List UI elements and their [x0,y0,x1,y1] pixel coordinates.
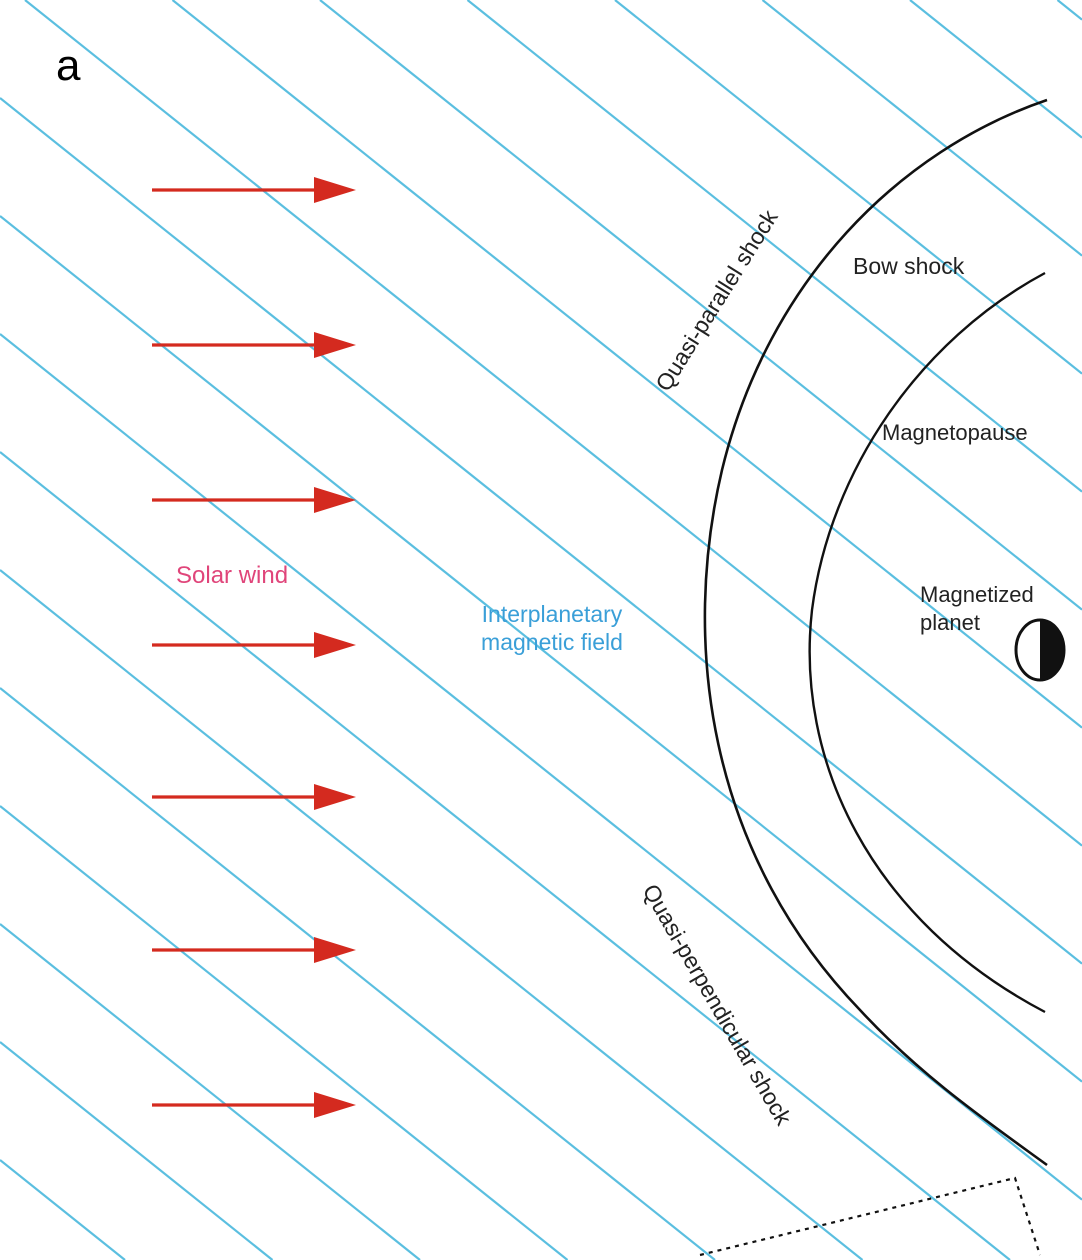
quasi-perpendicular-shock-label: Quasi-perpendicular shock [638,880,798,1130]
imf-field-line [614,0,1082,375]
imf-field-line [0,215,1082,1083]
imf-label-line2: magnetic field [481,629,623,655]
bow-shock-label: Bow shock [853,253,965,279]
arrow-right-icon [152,632,356,658]
half-shaded-circle-icon [1014,618,1066,682]
quasi-parallel-shock-label: Quasi-parallel shock [650,205,783,396]
imf-field-line [466,0,1082,493]
imf-field-line [0,923,421,1260]
imf-field-line [1056,0,1082,21]
imf-field-line [0,569,864,1260]
magnetopause-label: Magnetopause [882,420,1028,445]
imf-field-line [0,805,569,1260]
imf-field-line [0,687,716,1260]
planet-label-line2: planet [920,610,980,635]
magnetopause-curve [808,271,1046,1014]
imf-field-line [319,0,1082,611]
arrow-right-icon [152,937,356,963]
solar-wind-label: Solar wind [176,562,288,589]
arrow-right-icon [152,784,356,810]
imf-label-line1: Interplanetary [482,601,623,627]
imf-field-line [24,0,1082,847]
imf-field-line [0,333,1082,1201]
arrow-right-icon [152,487,356,513]
arrow-right-icon [152,332,356,358]
panel-label: a [56,41,81,90]
imf-field-line [909,0,1082,139]
bow-shock-curve [703,98,1048,1167]
imf-field-line [0,1041,274,1260]
imf-field-line [0,451,1011,1260]
solar-wind-arrows [152,177,356,1118]
imf-field-line [171,0,1082,729]
arrow-right-icon [152,177,356,203]
planet-label-line1: Magnetized [920,582,1034,607]
dotted-boundary-line [699,1176,1042,1257]
arrow-right-icon [152,1092,356,1118]
imf-field-line [0,97,1082,965]
imf-field-line [761,0,1082,257]
imf-field-line [0,1159,126,1260]
